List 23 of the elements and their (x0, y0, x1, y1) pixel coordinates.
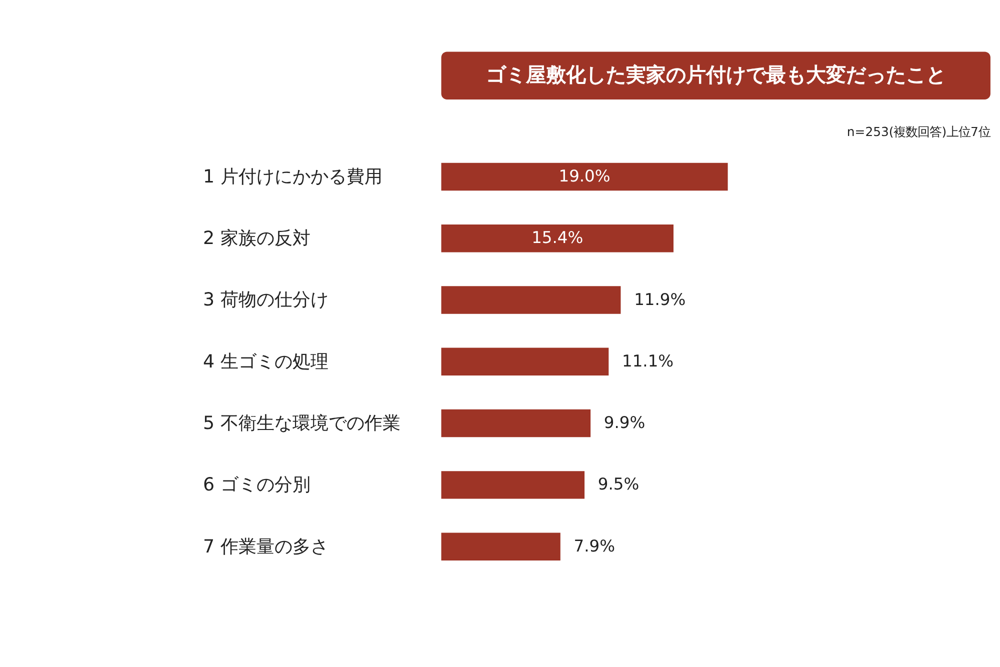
y-tick-label: 3 荷物の仕分け (202, 290, 328, 311)
chart-title: ゴミ屋敷化した実家の片付けで最も大変だったこと (486, 62, 946, 86)
y-tick-label: 2 家族の反対 (202, 228, 310, 250)
text: n=253(複数回答)上位7位 (846, 124, 990, 139)
data-label: 15.4% (532, 228, 584, 248)
bar (441, 224, 674, 252)
bar (441, 532, 560, 560)
data-label: 7.9% (574, 536, 615, 556)
data-label: 9.5% (598, 474, 640, 494)
bar (441, 286, 621, 314)
bar (441, 348, 609, 376)
bar (441, 471, 585, 499)
y-tick-label: 1 片付けにかかる費用 (202, 166, 382, 188)
data-label: 11.9% (634, 290, 686, 309)
y-tick-label: 6 ゴミの分別 (202, 474, 310, 496)
bar (441, 162, 728, 191)
data-label: 9.9% (604, 413, 646, 432)
data-label: 11.1% (622, 351, 674, 370)
y-tick-label: 7 作業量の多さ (202, 536, 328, 558)
data-label: 19.0% (558, 166, 610, 186)
bar (441, 409, 591, 438)
y-tick-label: 5 不衛生な環境での作業 (202, 413, 400, 434)
y-tick-label: 4 生ゴミの処理 (202, 351, 328, 372)
